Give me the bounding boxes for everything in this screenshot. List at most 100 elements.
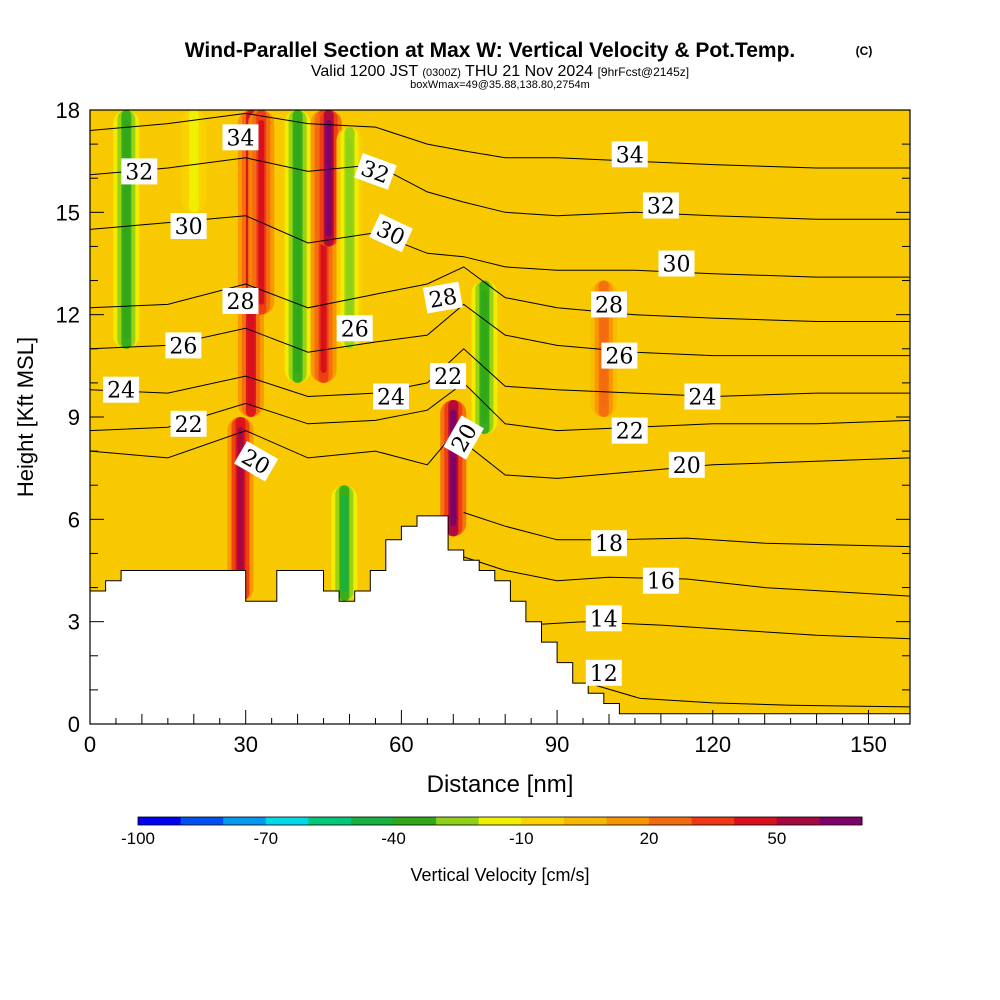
svg-text:26: 26 [169, 334, 197, 359]
y-tick-label: 6 [68, 507, 80, 532]
contour-label-28: 28 [422, 281, 463, 314]
contour-label-26: 26 [336, 315, 373, 342]
contour-label-32: 32 [354, 153, 397, 190]
w-plume-3-core [294, 120, 301, 373]
contour-label-16: 16 [642, 567, 679, 595]
contour-label-12: 12 [585, 659, 622, 687]
x-axis-label: Distance [nm] [427, 771, 574, 798]
contour-label-22: 22 [170, 410, 207, 438]
colorbar-tick-label: -100 [121, 829, 155, 848]
contour-label-14: 14 [585, 605, 622, 632]
contour-label-32: 32 [121, 158, 158, 185]
colorbar-swatch [180, 817, 224, 825]
chart-title: Wind-Parallel Section at Max W: Vertical… [185, 39, 796, 62]
y-tick-label: 12 [56, 303, 80, 328]
contour-label-28: 28 [222, 288, 259, 315]
x-tick-label: 60 [389, 732, 413, 757]
colorbar-swatch [606, 817, 650, 825]
isentrope-32 [90, 157, 910, 220]
boxwmax-info: boxWmax=49@35.88,138.80,2754m [410, 79, 590, 91]
w-plume-5-core [325, 120, 332, 237]
y-tick-label: 18 [56, 98, 80, 123]
contour-label-24: 24 [103, 376, 140, 404]
colorbar-swatch [308, 817, 352, 825]
colorbar-label: Vertical Velocity [cm/s] [410, 865, 589, 885]
svg-text:34: 34 [227, 126, 255, 151]
colorbar-swatch [265, 817, 309, 825]
x-tick-label: 120 [694, 732, 731, 757]
terrain-profile [90, 515, 910, 724]
isentrope-12 [588, 682, 910, 708]
colorbar-swatch [563, 817, 607, 825]
contour-label-24: 24 [684, 383, 721, 411]
w-plume-6-core [341, 495, 348, 592]
y-tick-label: 0 [68, 712, 80, 737]
contour-label-34: 34 [611, 141, 648, 168]
colorbar-swatch [776, 817, 820, 825]
isentrope-30 [90, 215, 910, 278]
y-tick-label: 3 [68, 610, 80, 635]
svg-text:24: 24 [688, 386, 716, 411]
valid-utc: (0300Z) [422, 67, 461, 79]
isentrope-14 [525, 621, 910, 640]
x-tick-label: 150 [850, 732, 887, 757]
copyright-mark: (C) [856, 44, 873, 58]
colorbar-swatch [734, 817, 778, 825]
valid-date: THU 21 Nov 2024 [465, 63, 593, 80]
x-tick-label: 90 [545, 732, 569, 757]
colorbar-swatch [350, 817, 395, 825]
colorbar-swatch [393, 817, 437, 825]
svg-text:18: 18 [595, 532, 623, 557]
terrain-mask [90, 515, 910, 724]
isentrope-28 [90, 266, 910, 322]
colorbar-tick-label: -10 [509, 829, 534, 848]
contour-label-26: 26 [165, 332, 202, 359]
y-tick-label: 9 [68, 405, 80, 430]
svg-text:16: 16 [647, 570, 675, 595]
contour-label-22: 22 [611, 417, 648, 445]
w-plume-11-core [190, 120, 197, 203]
colorbar-swatch [521, 817, 565, 825]
colorbar-swatch [478, 817, 522, 825]
svg-text:30: 30 [663, 253, 691, 278]
svg-text:26: 26 [605, 345, 633, 370]
colorbar-swatch [436, 817, 480, 825]
colorbar-frame [137, 816, 863, 826]
isentrope-lines [90, 112, 910, 708]
contour-label-30: 30 [170, 213, 207, 240]
svg-text:32: 32 [125, 160, 153, 185]
svg-text:20: 20 [673, 454, 701, 479]
svg-text:28: 28 [427, 284, 459, 313]
colorbar-swatch [649, 817, 693, 825]
valid-time-line: Valid 1200 JST (0300Z) THU 21 Nov 2024 [… [311, 63, 689, 80]
svg-text:22: 22 [616, 420, 644, 445]
colorbar: -100 -70 -40 -10 20 50 [121, 816, 863, 848]
x-tick-label: 30 [233, 732, 257, 757]
svg-text:24: 24 [107, 379, 135, 404]
colorbar-swatch [691, 817, 735, 825]
x-tick-label: 0 [84, 732, 96, 757]
colorbar-tick-label: 50 [767, 829, 786, 848]
contour-label-26: 26 [601, 342, 638, 370]
contour-label-22: 22 [430, 363, 467, 390]
svg-text:32: 32 [647, 195, 675, 220]
contour-label-28: 28 [591, 291, 627, 318]
contour-label-24: 24 [373, 383, 409, 411]
contour-label-34: 34 [222, 124, 259, 151]
svg-text:26: 26 [341, 317, 369, 342]
contour-label-30: 30 [658, 250, 695, 278]
svg-text:34: 34 [616, 143, 644, 168]
y-axis-label: Height [Kft MSL] [13, 337, 38, 497]
isentrope-34 [90, 112, 910, 169]
colorbar-tick-label: 20 [640, 829, 659, 848]
svg-text:28: 28 [227, 290, 255, 315]
forecast-tag: [9hrFcst@2145z] [598, 65, 690, 79]
colorbar-swatch [819, 817, 863, 825]
colorbar-tick-label: -40 [381, 829, 406, 848]
isentrope-26 [90, 303, 910, 357]
colorbar-swatch [138, 817, 182, 825]
svg-text:14: 14 [590, 607, 618, 632]
svg-text:22: 22 [175, 413, 203, 438]
